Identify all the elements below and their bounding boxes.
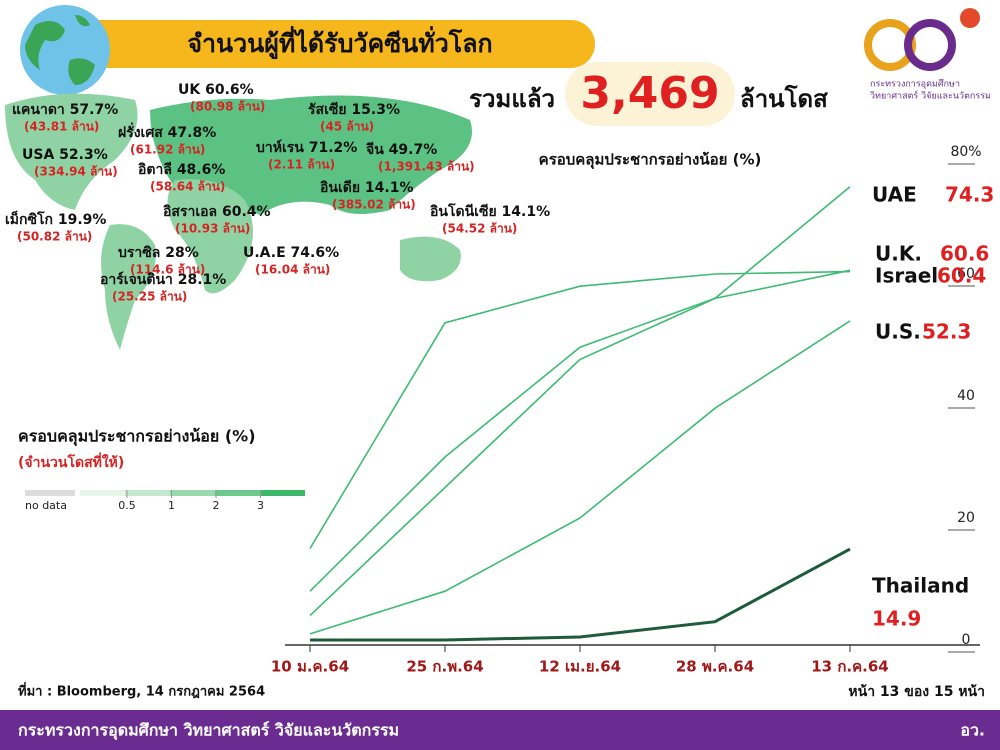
country-label: บาห์เรน 71.2% (256, 139, 357, 156)
legend-tick-label: 3 (257, 499, 264, 512)
total-suffix: ล้านโดส (740, 84, 828, 113)
logo-text: วิทยาศาสตร์ วิจัยและนวัตกรรม (870, 90, 991, 102)
series-value: 52.3 (922, 320, 971, 344)
country-label: เม็กซิโก 19.9% (5, 210, 106, 228)
x-tick-label: 13 ก.ค.64 (811, 658, 888, 676)
footer-bar (0, 710, 1000, 750)
page-number: หน้า 13 ของ 15 หน้า (848, 684, 985, 700)
country-label: แคนาดา 57.7% (12, 102, 118, 118)
country-doses: (114.6 ล้าน) (130, 263, 205, 277)
globe-land (25, 15, 95, 85)
legend-no-data: no data (25, 499, 67, 512)
country-doses: (54.52 ล้าน) (442, 222, 517, 236)
series-line (309, 320, 851, 635)
country-label: USA 52.3% (22, 147, 108, 163)
footer-short: อว. (960, 721, 985, 740)
series-line (309, 270, 851, 549)
legend-swatch (260, 490, 305, 496)
y-tick-label: 80% (950, 144, 981, 160)
series-name: Israel (875, 264, 938, 288)
chart-title: ครอบคลุมประชากรอย่างน้อย (%) (539, 151, 762, 170)
y-tick-label: 40 (957, 388, 975, 404)
country-doses: (61.92 ล้าน) (130, 143, 205, 157)
country-label: อิสราเอล 60.4% (162, 204, 270, 220)
country-doses: (50.82 ล้าน) (17, 230, 92, 244)
title: จำนวนผู้ที่ได้รับวัคซีนทั่วโลก (187, 26, 492, 60)
total-value: 3,469 (580, 68, 719, 119)
legend-subtitle: (จำนวนโดสที่ให้) (18, 452, 124, 471)
x-tick-label: 12 เม.ย.64 (539, 658, 621, 676)
x-tick-label: 10 ม.ค.64 (271, 658, 349, 676)
legend-tick-label: 2 (213, 499, 220, 512)
series-name: U.S. (875, 320, 921, 344)
series-name: Thailand (872, 574, 969, 598)
country-label: จีน 49.7% (365, 142, 437, 158)
source: ที่มา : Bloomberg, 14 กรกฎาคม 2564 (18, 682, 265, 700)
logo-ring (904, 19, 956, 71)
legend-title: ครอบคลุมประชากรอย่างน้อย (%) (18, 427, 256, 447)
country-doses: (25.25 ล้าน) (112, 290, 187, 304)
country-label: U.A.E 74.6% (243, 245, 339, 261)
country-label: รัสเซีย 15.3% (308, 102, 400, 118)
country-doses: (80.98 ล้าน) (190, 100, 265, 114)
series-line (309, 269, 851, 617)
country-doses: (1,391.43 ล้าน) (378, 160, 475, 174)
x-tick-label: 25 ก.พ.64 (406, 658, 483, 676)
country-doses: (43.81 ล้าน) (24, 120, 99, 134)
legend-swatch (80, 490, 125, 496)
country-label: UK 60.6% (178, 82, 254, 98)
x-tick-label: 28 พ.ค.64 (676, 658, 754, 676)
series-name: U.K. (875, 242, 922, 266)
country-doses: (10.93 ล้าน) (175, 222, 250, 236)
country-label: อาร์เจนตินา 28.1% (100, 271, 226, 288)
country-doses: (58.64 ล้าน) (150, 180, 225, 194)
y-tick-label: 0 (962, 632, 971, 648)
legend-swatch (215, 490, 260, 496)
legend-swatch (170, 490, 215, 496)
logo-text: กระทรวงการอุดมศึกษา (870, 79, 960, 90)
country-doses: (385.02 ล้าน) (332, 198, 416, 212)
series-value: 60.4 (937, 264, 986, 288)
country-doses: (2.11 ล้าน) (268, 158, 335, 172)
series-line (310, 547, 851, 642)
country-label: บราซิล 28% (118, 245, 199, 261)
country-doses: (45 ล้าน) (320, 120, 374, 134)
country-label: อิตาลี 48.6% (137, 162, 225, 178)
total-prefix: รวมแล้ว (469, 85, 555, 113)
series-value: 14.9 (872, 607, 921, 631)
legend-swatch (125, 490, 170, 496)
y-tick-label: 60 (957, 266, 975, 282)
country-doses: (16.04 ล้าน) (255, 263, 330, 277)
series-line (309, 186, 851, 592)
legend-swatch (25, 490, 75, 496)
title-banner (55, 20, 595, 68)
series-value: 74.3 (945, 183, 994, 207)
series-name: UAE (872, 183, 917, 207)
y-tick-label: 20 (957, 510, 975, 526)
country-label: อินโดนีเซีย 14.1% (429, 202, 550, 220)
footer-ministry: กระทรวงการอุดมศึกษา วิทยาศาสตร์ วิจัยและ… (18, 721, 399, 741)
logo-emblem (960, 8, 980, 28)
world-map (5, 93, 472, 350)
total-bubble (565, 62, 735, 126)
country-label: ฝรั่งเศส 47.8% (118, 122, 216, 141)
country-doses: (334.94 ล้าน) (34, 165, 118, 179)
country-label: อินเดีย 14.1% (319, 180, 413, 196)
legend-tick-label: 1 (168, 499, 175, 512)
legend-tick-label: 0.5 (118, 499, 136, 512)
series-value: 60.6 (940, 242, 989, 266)
